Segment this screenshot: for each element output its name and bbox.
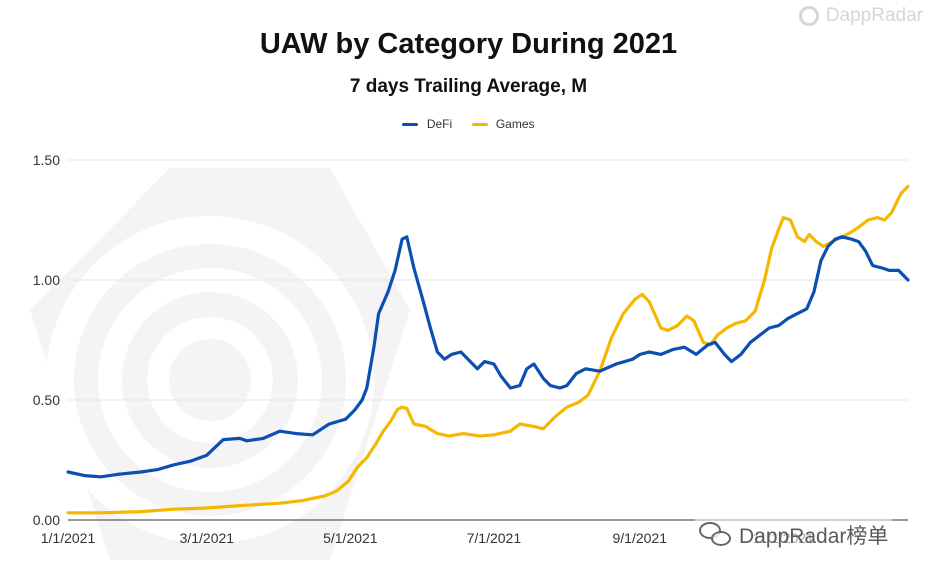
wechat-watermark: DappRadar榜单 [695,518,893,552]
series-line-games [66,184,910,515]
legend-item-defi: DeFi [402,117,452,131]
brand-name: DappRadar [825,5,923,26]
legend-item-games: Games [471,117,535,131]
y-tick-label: 1.50 [33,152,60,168]
chart-legend: DeFi Games [0,117,937,131]
legend-swatch-defi [402,123,419,127]
legend-label-games: Games [495,117,535,131]
legend-label-defi: DeFi [426,117,453,131]
x-tick-label: 7/1/2021 [467,530,522,546]
wechat-icon [699,522,733,548]
chart-title: UAW by Category During 2021 [259,28,678,60]
brand-logo: DappRadar [798,5,923,27]
x-tick-label: 5/1/2021 [323,530,378,546]
y-tick-label: 0.50 [33,392,60,408]
y-tick-label: 0.00 [33,512,60,528]
y-tick-label: 1.00 [33,272,60,288]
x-tick-label: 1/1/2021 [41,530,96,546]
chart-subtitle: 7 days Trailing Average, M [349,76,588,97]
x-tick-label: 9/1/2021 [613,530,668,546]
watermark-text: DappRadar榜单 [739,525,889,548]
series-line-defi [66,235,910,479]
legend-swatch-games [471,123,488,127]
x-tick-label: 3/1/2021 [180,530,235,546]
dappradar-icon [798,6,819,26]
